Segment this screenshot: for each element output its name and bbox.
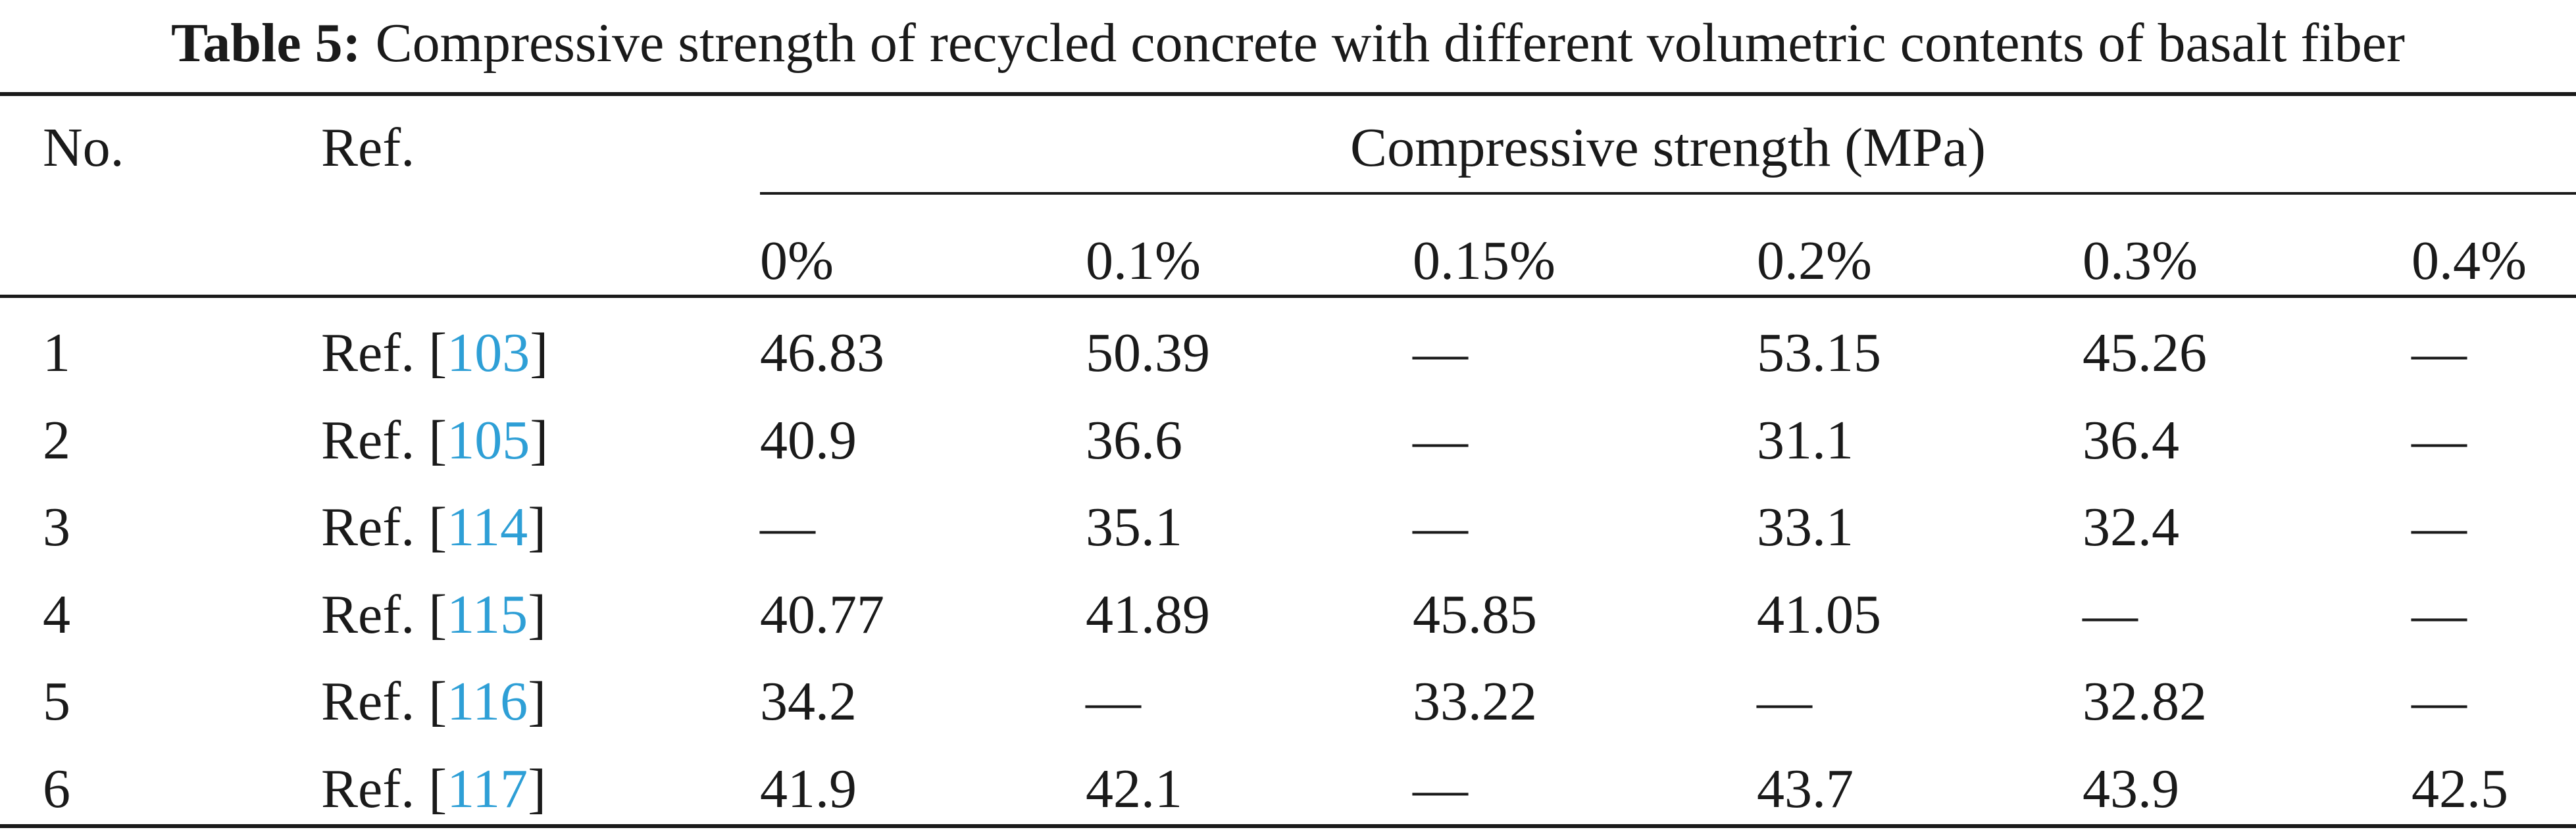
strength-value: 33.22 [1413, 671, 1537, 732]
table-label: Table 5: [170, 12, 361, 74]
strength-value: — [2412, 497, 2467, 558]
reference-prefix: Ref. [ [321, 322, 447, 383]
strength-value: 43.9 [2083, 758, 2179, 820]
strength-value: 45.26 [2083, 322, 2207, 383]
reference-suffix: ] [528, 671, 547, 732]
strength-value: 45.85 [1413, 584, 1537, 645]
strength-value: — [2412, 322, 2467, 383]
table-title: Compressive strength of recycled concret… [375, 12, 2405, 74]
strength-value: — [1413, 497, 1468, 558]
reference-link[interactable]: 115 [447, 584, 528, 645]
reference-prefix: Ref. [ [321, 671, 447, 732]
strength-value: 41.05 [1757, 584, 1881, 645]
strength-value: — [2083, 584, 2138, 645]
strength-value: 34.2 [760, 671, 857, 732]
row-number: 5 [43, 671, 70, 732]
strength-value: 31.1 [1757, 410, 1854, 471]
header-no: No. [43, 117, 124, 178]
strength-value: — [2412, 584, 2467, 645]
strength-value: 32.82 [2083, 671, 2207, 732]
reference-prefix: Ref. [ [321, 497, 447, 558]
strength-value: 40.77 [760, 584, 884, 645]
strength-value: 50.39 [1086, 322, 1210, 383]
strength-value: — [2412, 671, 2467, 732]
strength-value: — [1757, 671, 1812, 732]
row-reference: Ref. [115] [321, 587, 546, 643]
header-col-0-15: 0.15% [1413, 230, 1555, 291]
strength-value: — [2412, 410, 2467, 471]
strength-value: 40.9 [760, 410, 857, 471]
row-number: 6 [43, 758, 70, 820]
strength-value: 42.1 [1086, 758, 1182, 820]
top-rule [0, 92, 2576, 96]
row-number: 1 [43, 322, 70, 383]
row-reference: Ref. [103] [321, 326, 548, 381]
row-number: 2 [43, 410, 70, 471]
header-col-0: 0% [760, 230, 834, 291]
reference-link[interactable]: 103 [447, 322, 530, 383]
reference-prefix: Ref. [ [321, 410, 447, 471]
header-col-0-3: 0.3% [2083, 230, 2198, 291]
reference-prefix: Ref. [ [321, 584, 447, 645]
strength-value: 41.9 [760, 758, 857, 820]
strength-value: 32.4 [2083, 497, 2179, 558]
reference-link[interactable]: 105 [447, 410, 530, 471]
bottom-rule [0, 824, 2576, 828]
header-col-0-2: 0.2% [1757, 230, 1872, 291]
row-reference: Ref. [116] [321, 674, 546, 729]
row-number: 4 [43, 584, 70, 645]
header-compressive-strength: Compressive strength (MPa) [1350, 117, 1986, 178]
strength-value: 36.6 [1086, 410, 1182, 471]
strength-value: — [1413, 758, 1468, 820]
reference-link[interactable]: 114 [447, 497, 528, 558]
header-col-0-4: 0.4% [2412, 230, 2527, 291]
reference-suffix: ] [528, 758, 547, 820]
reference-suffix: ] [530, 322, 549, 383]
reference-suffix: ] [528, 584, 547, 645]
header-ref: Ref. [321, 117, 415, 178]
group-underline [760, 192, 2576, 195]
strength-value: 42.5 [2412, 758, 2508, 820]
strength-value: 43.7 [1757, 758, 1854, 820]
strength-value: 46.83 [760, 322, 884, 383]
table-caption: Table 5: Compressive strength of recycle… [0, 0, 2576, 86]
reference-suffix: ] [528, 497, 547, 558]
strength-value: — [760, 497, 815, 558]
strength-value: 41.89 [1086, 584, 1210, 645]
reference-suffix: ] [530, 410, 549, 471]
strength-value: — [1413, 410, 1468, 471]
strength-value: 36.4 [2083, 410, 2179, 471]
row-reference: Ref. [114] [321, 500, 546, 555]
strength-value: — [1413, 322, 1468, 383]
strength-value: 53.15 [1757, 322, 1881, 383]
reference-link[interactable]: 116 [447, 671, 528, 732]
row-number: 3 [43, 497, 70, 558]
row-reference: Ref. [105] [321, 413, 548, 468]
reference-prefix: Ref. [ [321, 758, 447, 820]
header-col-0-1: 0.1% [1086, 230, 1201, 291]
strength-value: — [1086, 671, 1141, 732]
strength-value: 33.1 [1757, 497, 1854, 558]
row-reference: Ref. [117] [321, 762, 546, 817]
strength-value: 35.1 [1086, 497, 1182, 558]
reference-link[interactable]: 117 [447, 758, 528, 820]
header-rule [0, 295, 2576, 298]
